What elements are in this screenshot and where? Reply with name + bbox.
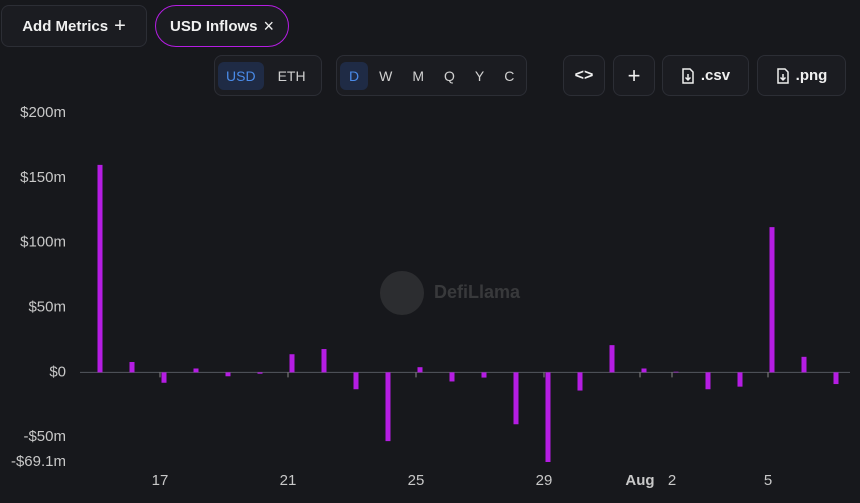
period-option[interactable]: W: [379, 67, 393, 84]
watermark: DefiLlama: [380, 271, 521, 315]
x-tick-label: 29: [536, 472, 553, 489]
period-option[interactable]: D: [340, 61, 369, 90]
x-tick-label: Aug: [625, 472, 654, 489]
watermark-logo: [380, 271, 424, 315]
bar: [545, 372, 551, 462]
bar: [513, 372, 519, 425]
chart: DefiLlama $200m $150m $100m $50m $0 -$50m -$69…: [11, 104, 850, 489]
bar: [353, 372, 359, 390]
add-button[interactable]: +: [613, 55, 655, 96]
currency-group: USD ETH: [214, 55, 322, 96]
label: .csv: [700, 67, 731, 84]
close-icon[interactable]: ×: [263, 15, 275, 36]
bar: [641, 368, 647, 373]
bar: [769, 227, 775, 373]
y-tick-label: $0: [49, 363, 66, 380]
bar: [673, 371, 679, 373]
y-tick-label: $150m: [20, 169, 66, 186]
label: .png: [795, 67, 828, 84]
x-tick-label: 5: [764, 472, 772, 489]
bar: [97, 164, 103, 373]
period-option[interactable]: M: [412, 67, 425, 84]
bar: [193, 368, 199, 373]
bar: [801, 356, 807, 373]
y-tick-label: -$69.1m: [11, 453, 66, 470]
bar: [161, 372, 167, 383]
add-metrics-button[interactable]: Add Metrics +: [1, 5, 147, 47]
y-tick-label: $50m: [28, 299, 66, 316]
period-option[interactable]: Y: [474, 67, 485, 84]
png-button[interactable]: .png: [757, 55, 846, 96]
bar: [609, 345, 615, 373]
metric-chip[interactable]: USD Inflows ×: [155, 5, 289, 47]
watermark-text: DefiLlama: [434, 282, 521, 302]
label: Add Metrics: [22, 17, 109, 35]
bar: [289, 354, 295, 373]
period-option[interactable]: C: [504, 67, 515, 84]
currency-option[interactable]: USD: [218, 61, 264, 90]
bar: [737, 372, 743, 387]
bar: [481, 372, 487, 378]
x-tick-label: 21: [280, 472, 297, 489]
bar: [321, 349, 327, 373]
embed-button[interactable]: <>: [563, 55, 605, 96]
label: USD Inflows: [169, 17, 258, 35]
bar: [705, 372, 711, 390]
bar: [257, 372, 263, 374]
file-icon: [776, 67, 789, 84]
x-tick-label: 17: [152, 472, 169, 489]
currency-option[interactable]: ETH: [277, 67, 306, 84]
plus-icon: +: [114, 14, 126, 37]
y-tick-label: $200m: [20, 104, 66, 121]
bar: [449, 372, 455, 382]
bar: [385, 372, 391, 442]
bar: [129, 362, 135, 373]
x-tick-label: 2: [668, 472, 676, 489]
bar: [577, 372, 583, 391]
bar: [225, 372, 231, 377]
x-tick-label: 25: [408, 472, 425, 489]
bar: [833, 372, 839, 385]
period-option[interactable]: Q: [444, 67, 455, 84]
csv-button[interactable]: .csv: [662, 55, 749, 96]
y-tick-label: $100m: [20, 234, 66, 251]
bar: [417, 367, 423, 373]
file-icon: [682, 67, 694, 84]
y-tick-label: -$50m: [23, 428, 66, 445]
